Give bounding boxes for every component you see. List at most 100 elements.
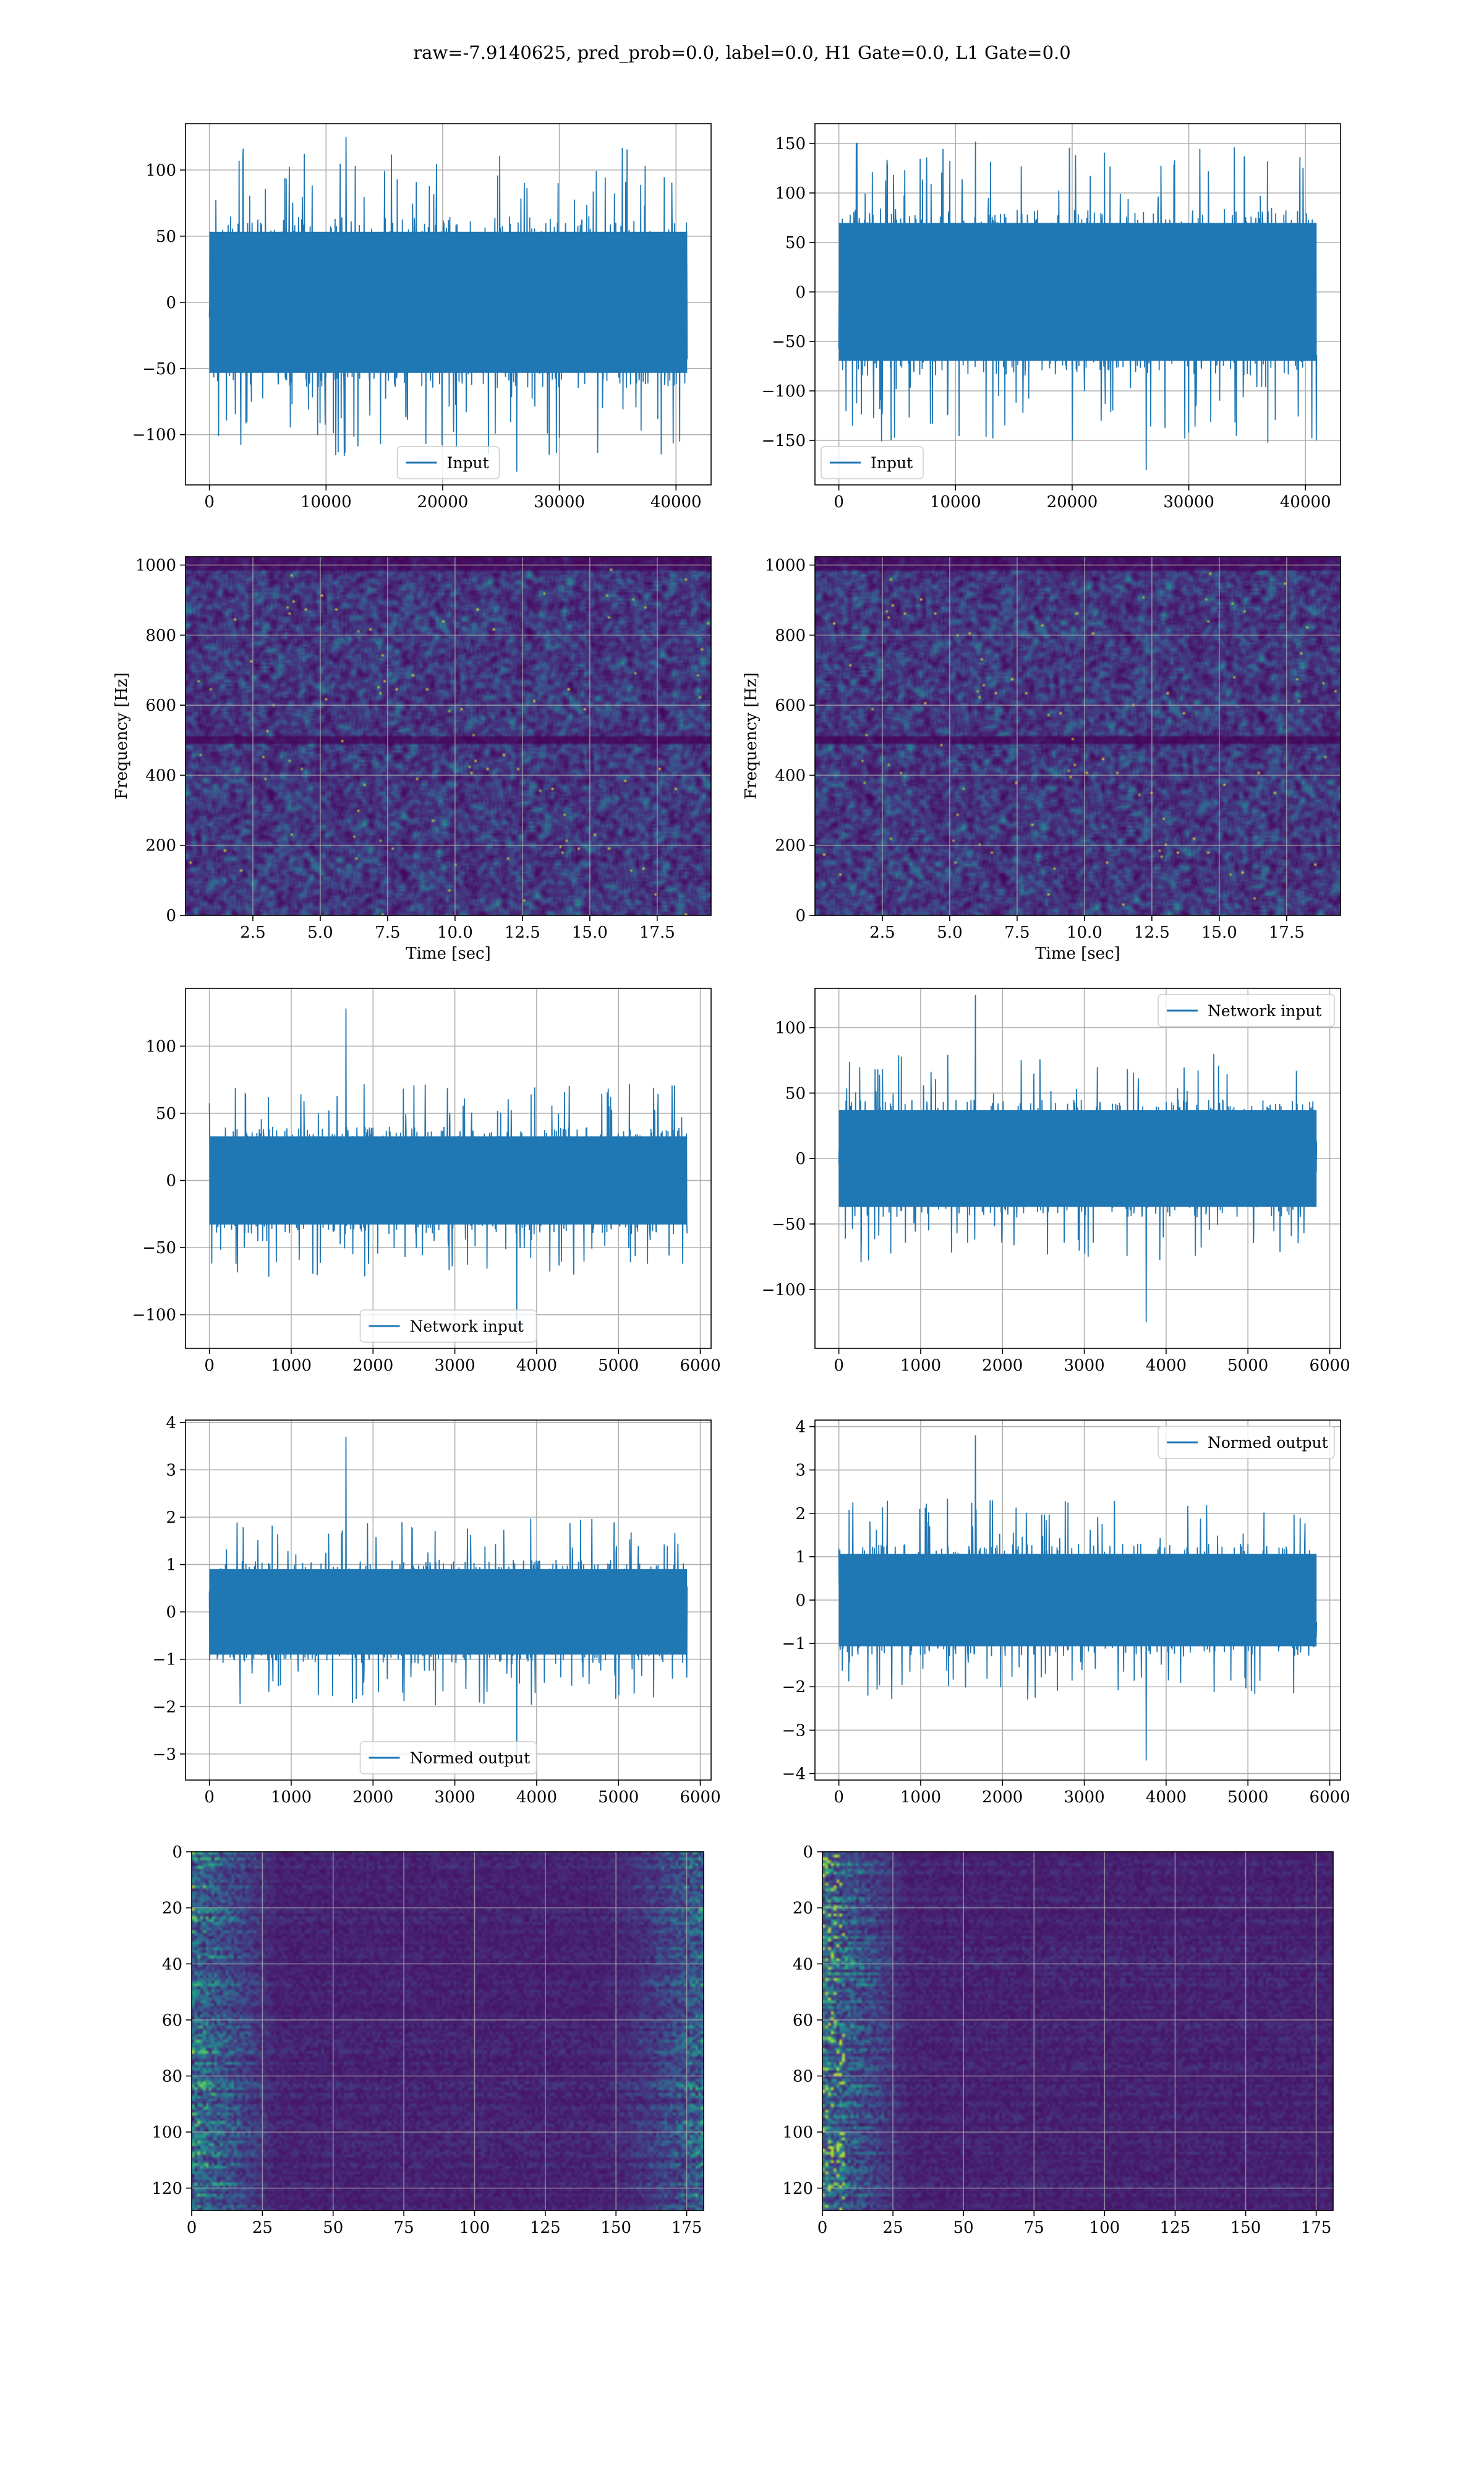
y-tick-label: −50 — [772, 1215, 806, 1234]
y-tick-label: −100 — [762, 382, 806, 401]
y-tick-label: 0 — [795, 283, 806, 302]
x-tick-label: 2000 — [982, 1356, 1023, 1375]
series-core-band — [838, 223, 1317, 361]
y-tick-label: 0 — [803, 1843, 813, 1862]
y-tick-label: 0 — [795, 1591, 806, 1610]
y-tick-label: 20 — [793, 1899, 813, 1918]
x-tick-label: 40000 — [1280, 493, 1331, 511]
figure-title: raw=-7.9140625, pred_prob=0.0, label=0.0… — [413, 42, 1071, 63]
legend-box — [396, 446, 500, 479]
y-tick-label: 0 — [166, 907, 176, 925]
legend-label: Network input — [1208, 1002, 1321, 1020]
x-tick-label: 7.5 — [375, 923, 400, 942]
x-tick-label: 75 — [394, 2219, 414, 2237]
x-tick-label: 4000 — [516, 1356, 557, 1375]
y-tick-label: −1 — [782, 1635, 806, 1653]
x-tick-label: 150 — [600, 2219, 631, 2237]
y-tick-label: 0 — [795, 907, 806, 925]
x-tick-label: 7.5 — [1004, 923, 1030, 942]
subplot-p31: Normed output 0 1000 2000 3000 4000 5000 6000 −4… — [782, 1418, 1350, 1807]
x-tick-label: 5000 — [1227, 1356, 1268, 1375]
x-tick-label: 2.5 — [240, 923, 265, 942]
legend: Input — [821, 446, 924, 479]
y-tick-label: −3 — [782, 1721, 806, 1740]
legend: Normed output — [1158, 1426, 1335, 1459]
x-tick-label: 100 — [1090, 2219, 1120, 2237]
x-tick-label: 4000 — [1146, 1356, 1187, 1375]
x-tick-label: 3000 — [434, 1356, 475, 1375]
y-tick-label: 60 — [793, 2011, 813, 2030]
x-tick-label: 6000 — [1309, 1788, 1350, 1807]
series-core-band — [838, 1554, 1317, 1646]
x-tick-label: 1000 — [271, 1356, 312, 1375]
x-tick-label: 5000 — [598, 1788, 639, 1807]
subplot-p30: Normed output 0 1000 2000 3000 4000 5000 6000 −3… — [153, 1414, 721, 1807]
x-tick-label: 2000 — [352, 1788, 393, 1807]
y-tick-label: 40 — [162, 1955, 182, 1974]
x-tick-label: 0 — [834, 1356, 844, 1375]
y-tick-label: −4 — [782, 1765, 806, 1783]
y-tick-label: −150 — [762, 432, 806, 450]
legend-label: Normed output — [1208, 1434, 1328, 1452]
axes-frame — [185, 556, 712, 916]
y-tick-label: 0 — [795, 1150, 806, 1168]
x-tick-label: 0 — [204, 1356, 215, 1375]
x-tick-label: 0 — [817, 2219, 828, 2237]
x-tick-label: 5.0 — [937, 923, 962, 942]
x-tick-label: 10.0 — [1067, 923, 1102, 942]
legend: Normed output — [359, 1741, 537, 1774]
y-tick-label: 200 — [145, 837, 176, 855]
x-tick-label: 10000 — [930, 493, 981, 511]
x-tick-label: 2000 — [982, 1788, 1023, 1807]
x-tick-label: 2.5 — [869, 923, 895, 942]
x-axis-label: Time [sec] — [1035, 944, 1120, 963]
y-tick-label: 100 — [145, 1037, 176, 1056]
x-tick-label: 3000 — [1064, 1356, 1104, 1375]
subplot-p10: 2.5 5.0 7.5 10.0 12.5 15.0 17.5 0 200 400 600 800 10… — [113, 556, 712, 963]
y-tick-label: 1 — [166, 1556, 176, 1575]
y-tick-label: −100 — [132, 1306, 176, 1325]
y-tick-label: 400 — [145, 766, 176, 785]
y-tick-label: 0 — [172, 1843, 182, 1862]
y-tick-label: 4 — [166, 1414, 176, 1432]
x-tick-label: 3000 — [1064, 1788, 1104, 1807]
x-tick-label: 10.0 — [437, 923, 473, 942]
x-tick-label: 17.5 — [639, 923, 675, 942]
x-tick-label: 125 — [530, 2219, 561, 2237]
legend-box — [359, 1741, 537, 1774]
series-core-band — [209, 1136, 688, 1225]
series-core-band — [209, 231, 688, 373]
y-tick-label: 50 — [156, 1105, 176, 1123]
x-tick-label: 1000 — [900, 1788, 941, 1807]
axes-frame — [814, 556, 1341, 916]
x-tick-label: 17.5 — [1269, 923, 1305, 942]
y-tick-label: 150 — [775, 135, 806, 153]
x-tick-label: 0 — [834, 1788, 844, 1807]
y-tick-label: 50 — [156, 228, 176, 246]
x-tick-label: 50 — [953, 2219, 974, 2237]
legend: Input — [396, 446, 500, 479]
y-tick-label: −2 — [782, 1678, 806, 1697]
x-tick-label: 6000 — [1309, 1356, 1350, 1375]
x-tick-label: 4000 — [1146, 1788, 1187, 1807]
y-tick-label: −50 — [772, 333, 806, 351]
x-tick-label: 5000 — [598, 1356, 639, 1375]
heatmap-image — [186, 557, 711, 915]
y-tick-label: 100 — [775, 184, 806, 203]
y-tick-label: 0 — [166, 1172, 176, 1191]
y-tick-label: 80 — [162, 2068, 182, 2086]
y-tick-label: 0 — [166, 1603, 176, 1622]
x-tick-label: 20000 — [417, 493, 469, 511]
legend-box — [1158, 1426, 1335, 1459]
y-tick-label: 40 — [793, 1955, 813, 1974]
heatmap-image — [822, 1852, 1333, 2211]
x-tick-label: 12.5 — [505, 923, 540, 942]
x-tick-label: 5000 — [1227, 1788, 1268, 1807]
y-tick-label: 4 — [795, 1418, 806, 1437]
x-tick-label: 20000 — [1047, 493, 1098, 511]
y-tick-label: 20 — [162, 1899, 182, 1918]
y-tick-label: 400 — [775, 766, 806, 785]
y-tick-label: 800 — [775, 627, 806, 645]
